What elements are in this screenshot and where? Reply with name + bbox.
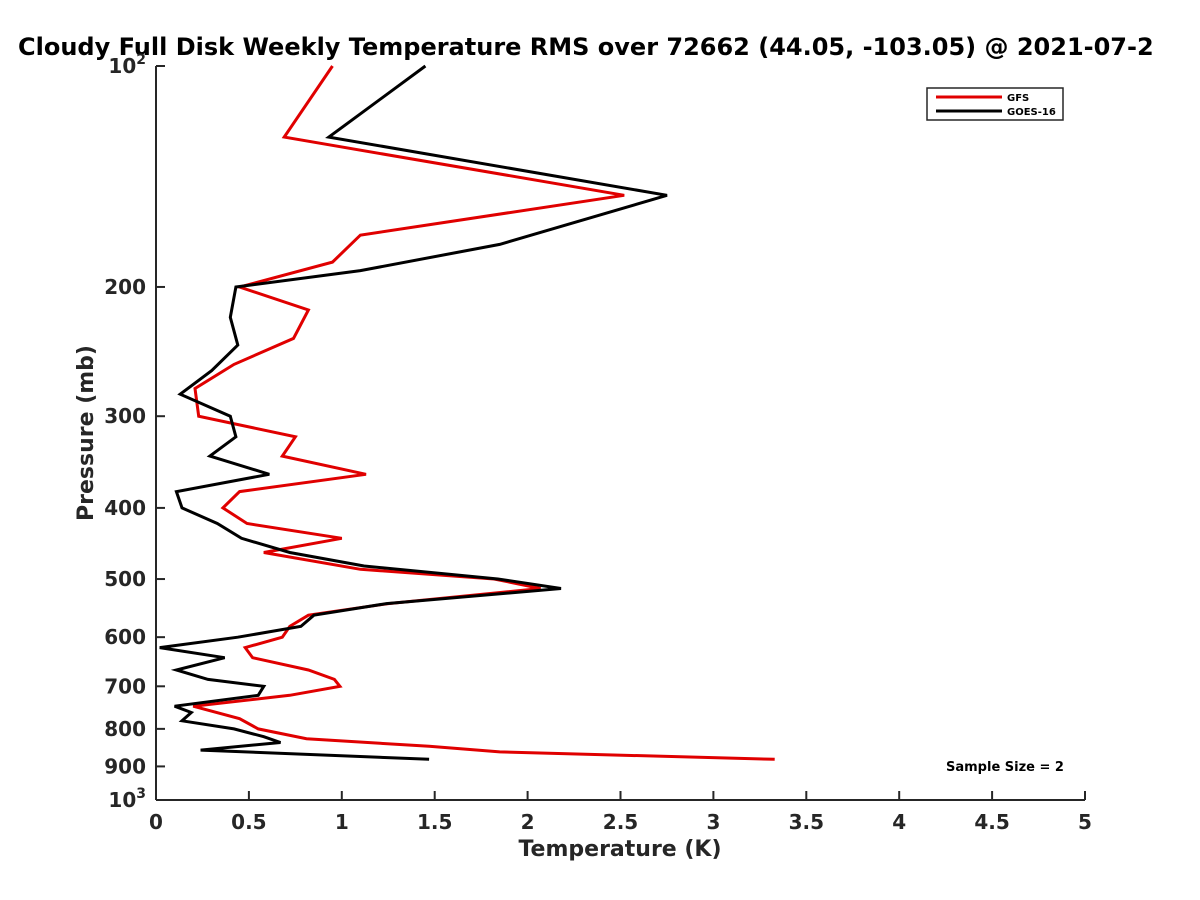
x-tick-label: 3 (706, 810, 720, 834)
x-tick-label: 3.5 (789, 810, 824, 834)
y-tick-label: 600 (104, 625, 146, 649)
x-tick-label: 1 (335, 810, 349, 834)
x-tick-label: 4 (892, 810, 906, 834)
y-tick-label: 700 (104, 674, 146, 698)
y-axis-label: Pressure (mb) (74, 345, 99, 521)
y-tick-label: 400 (104, 496, 146, 520)
y-tick-base: 10 (108, 788, 136, 812)
x-tick-label: 2 (521, 810, 535, 834)
y-tick-label: 500 (104, 567, 146, 591)
x-tick-label: 2.5 (603, 810, 638, 834)
legend-label: GFS (1007, 93, 1029, 104)
y-tick-label: 900 (104, 754, 146, 778)
legend-box (926, 87, 1064, 121)
x-tick-label: 0.5 (231, 810, 266, 834)
y-tick-exponent: 3 (136, 786, 146, 802)
axes: 0 0.5 1 1.5 2 2.5 3 3.5 4 4.5 51022003004005006007… (104, 52, 1092, 834)
x-tick-label: 0 (149, 810, 163, 834)
x-tick-label: 4.5 (974, 810, 1009, 834)
chart-title: Cloudy Full Disk Weekly Temperature RMS … (18, 33, 1154, 61)
y-tick-label: 200 (104, 275, 146, 299)
y-tick-label: 300 (104, 404, 146, 428)
legend: GFS GOES-16 (926, 87, 1064, 121)
series-line-gfs (192, 65, 775, 761)
y-tick-base: 10 (108, 54, 136, 78)
y-tick-label: 800 (104, 717, 146, 741)
x-tick-label: 1.5 (417, 810, 452, 834)
series-line-goes-16 (159, 64, 668, 761)
sample-size-annotation: Sample Size = 2 (946, 760, 1064, 775)
y-tick-exponent: 2 (136, 52, 146, 68)
y-tick-label: 102 (108, 52, 146, 78)
y-tick-label: 103 (108, 786, 146, 812)
x-tick-label: 5 (1078, 810, 1092, 834)
series-layer (159, 64, 775, 761)
x-axis-label: Temperature (K) (518, 837, 721, 862)
legend-label: GOES-16 (1007, 107, 1056, 118)
